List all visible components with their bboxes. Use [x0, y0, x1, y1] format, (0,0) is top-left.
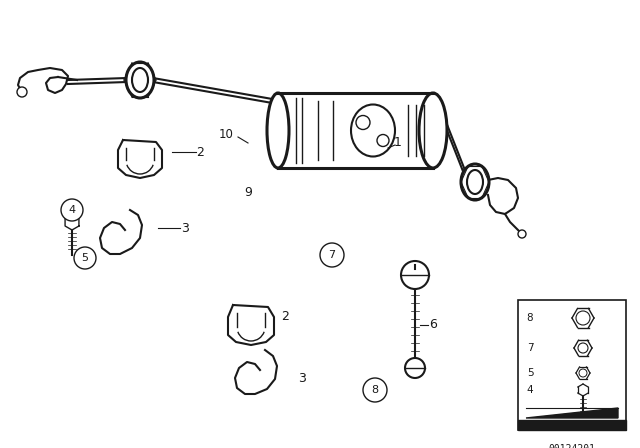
- Circle shape: [518, 230, 526, 238]
- Text: 1: 1: [394, 137, 402, 150]
- Text: 9: 9: [244, 185, 252, 198]
- Text: 2: 2: [281, 310, 289, 323]
- Text: 5: 5: [527, 368, 533, 378]
- Text: 7: 7: [527, 343, 533, 353]
- Text: 10: 10: [219, 128, 234, 141]
- Text: 4: 4: [527, 385, 533, 395]
- Text: 8: 8: [371, 385, 379, 395]
- Text: 6: 6: [429, 319, 437, 332]
- Circle shape: [401, 261, 429, 289]
- Ellipse shape: [351, 104, 395, 156]
- Circle shape: [61, 199, 83, 221]
- Text: 00124201: 00124201: [548, 444, 595, 448]
- Ellipse shape: [467, 170, 483, 194]
- Circle shape: [377, 134, 389, 146]
- Text: 2: 2: [196, 146, 204, 159]
- Bar: [518, 300, 626, 430]
- Circle shape: [579, 369, 587, 377]
- Circle shape: [576, 311, 590, 325]
- Text: 3: 3: [298, 371, 306, 384]
- Circle shape: [17, 87, 27, 97]
- Text: 7: 7: [328, 250, 335, 260]
- Ellipse shape: [267, 93, 289, 168]
- Ellipse shape: [132, 68, 148, 92]
- Polygon shape: [518, 420, 626, 430]
- Ellipse shape: [461, 164, 489, 200]
- Ellipse shape: [126, 62, 154, 98]
- Ellipse shape: [419, 93, 447, 168]
- Circle shape: [320, 243, 344, 267]
- Text: 8: 8: [527, 313, 533, 323]
- Circle shape: [363, 378, 387, 402]
- Text: 5: 5: [81, 253, 88, 263]
- Circle shape: [74, 247, 96, 269]
- Bar: [278, 93, 433, 168]
- Circle shape: [356, 116, 370, 129]
- Text: 3: 3: [181, 221, 189, 234]
- Polygon shape: [526, 408, 618, 418]
- Circle shape: [405, 358, 425, 378]
- Text: 4: 4: [68, 205, 76, 215]
- Circle shape: [578, 343, 588, 353]
